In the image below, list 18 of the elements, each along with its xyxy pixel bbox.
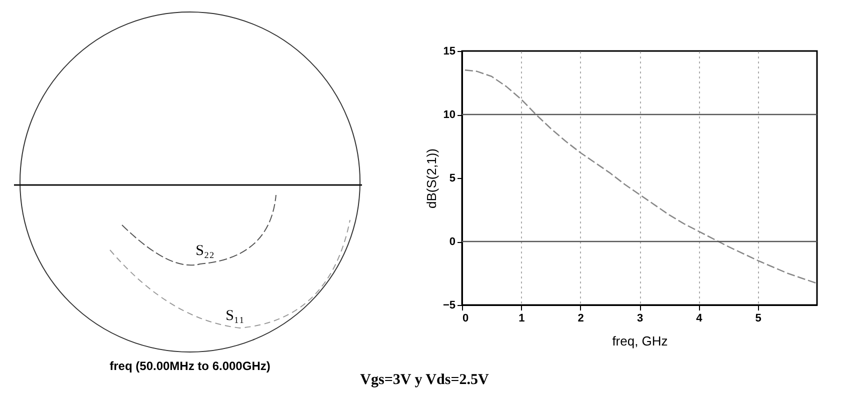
x-axis-title: freq, GHz	[612, 334, 668, 348]
text: S₁₁	[226, 308, 244, 324]
line-series	[464, 69, 818, 284]
x-tick-label: 4	[696, 312, 704, 324]
text: Vgs=3V y Vds=2.5V	[359, 372, 490, 389]
y-tick-label: −5	[442, 300, 456, 312]
y-tick-label: 10	[443, 109, 456, 121]
x-tick-label: 0	[462, 312, 469, 324]
y-tick-label: 0	[449, 236, 456, 248]
y-tick-label: 5	[449, 172, 456, 184]
y-axis-title: dB(S(2,1))	[424, 148, 439, 208]
y-tick-label: 15	[443, 46, 456, 58]
text: freq (50.00MHz to 6.000GHz)	[110, 359, 270, 373]
x-tick-label: 2	[578, 312, 584, 324]
x-tick-label: 5	[755, 312, 762, 324]
x-tick-label: 3	[636, 312, 644, 324]
x-tick-label: 1	[518, 312, 525, 324]
text: S₂₂	[196, 243, 214, 259]
